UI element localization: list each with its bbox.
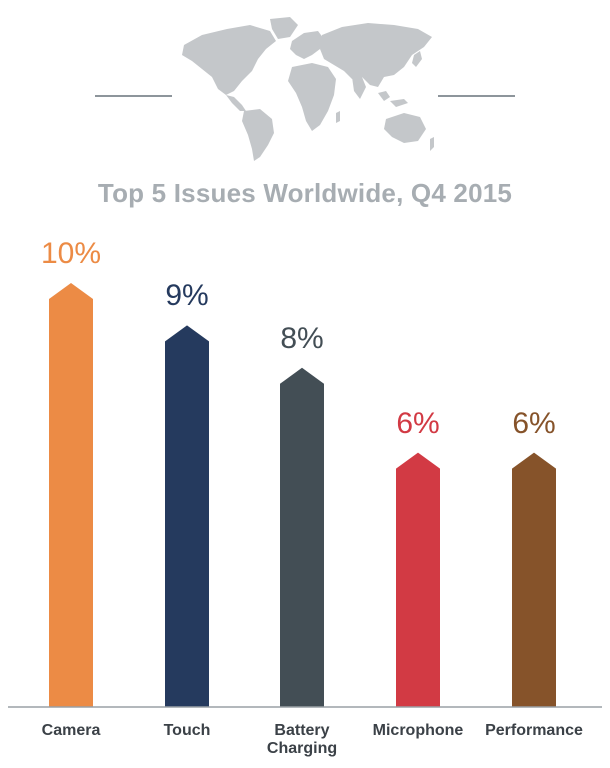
category-label-line: Microphone xyxy=(372,722,464,739)
value-label: 6% xyxy=(396,406,440,440)
bar-battery-charging xyxy=(280,367,324,707)
value-label: 10% xyxy=(40,237,102,270)
world-map-icon xyxy=(172,15,438,165)
category-label-line: Camera xyxy=(41,722,101,739)
category-label: Microphone xyxy=(358,722,478,740)
bar-performance xyxy=(512,452,556,707)
decorative-line-left xyxy=(95,95,172,97)
value-label: 8% xyxy=(280,321,324,355)
value-label: 6% xyxy=(512,406,556,440)
decorative-line-right xyxy=(438,95,515,97)
bar-touch xyxy=(165,325,209,707)
value-label: 9% xyxy=(165,279,209,313)
bar-microphone xyxy=(396,452,440,707)
category-label: Camera xyxy=(11,722,131,740)
category-label: Performance xyxy=(474,722,594,740)
category-label: Touch xyxy=(127,722,247,740)
category-label-line: Battery xyxy=(274,722,330,739)
category-label-line: Touch xyxy=(163,722,211,739)
category-label-line: Performance xyxy=(485,722,583,739)
bar-camera xyxy=(49,283,93,707)
category-label: Battery Charging xyxy=(242,722,362,758)
chart-title: Top 5 Issues Worldwide, Q4 2015 xyxy=(97,178,513,208)
category-label-line: Charging xyxy=(266,740,338,757)
